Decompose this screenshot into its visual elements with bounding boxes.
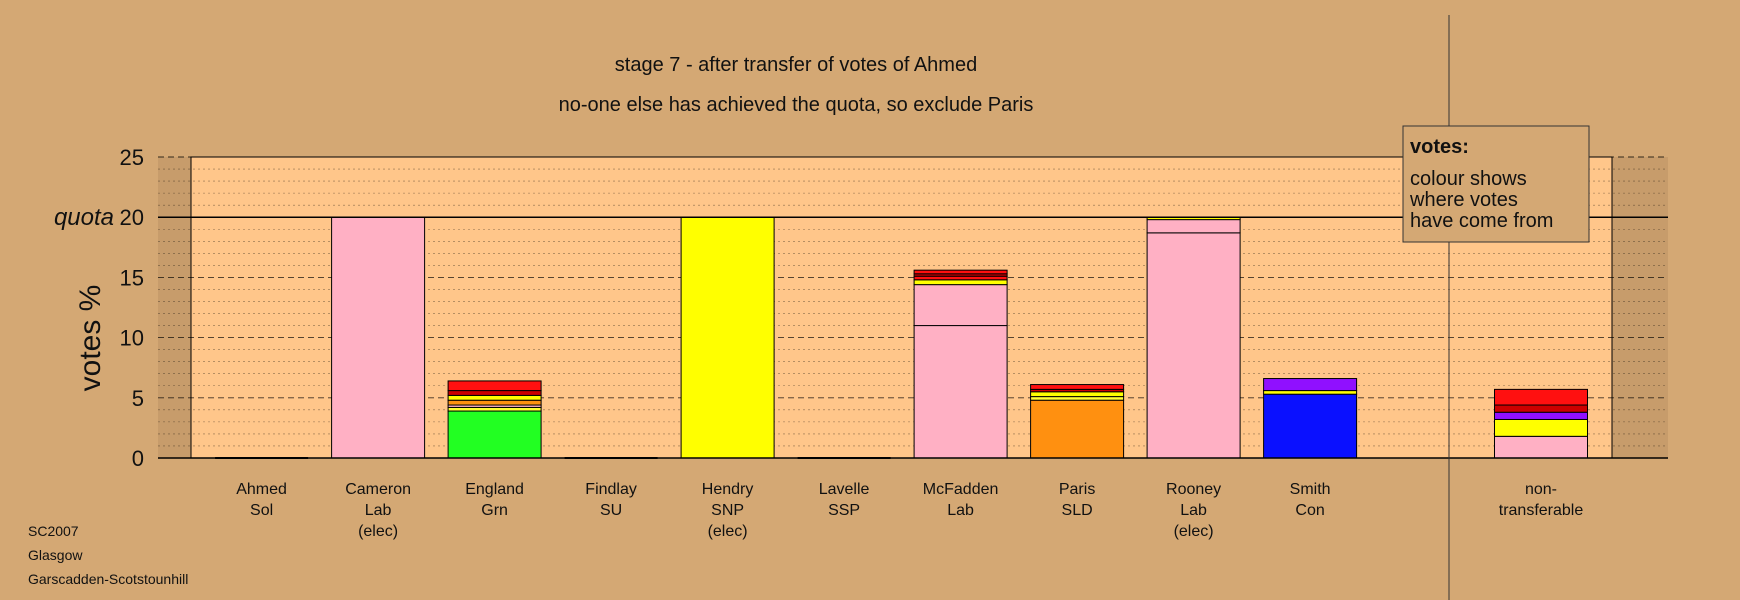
plot-margin-left (158, 157, 191, 458)
bar-segment (447, 399, 542, 406)
legend-box: votes: colour shows where votes have com… (1402, 125, 1590, 243)
candidate-party: SNP (711, 502, 744, 519)
candidate-party: Grn (481, 502, 508, 519)
candidate-name: Rooney (1166, 481, 1221, 498)
bar-segment (1494, 388, 1588, 406)
candidate-name: McFadden (923, 481, 999, 498)
bar-segment (1030, 399, 1125, 459)
y-tick-label: 0 (132, 446, 144, 471)
legend-title: votes: (1410, 136, 1469, 158)
y-tick-label: 10 (120, 326, 144, 351)
x-axis-labels: Ahmed Sol Cameron Lab (elec) England Grn Findla… (236, 481, 1583, 540)
candidate-party: Lab (947, 502, 974, 519)
footer-line: SC2007 (28, 523, 79, 539)
candidate-party: Lab (365, 502, 392, 519)
nontransferable-label: non- (1525, 481, 1557, 498)
candidate-note: (elec) (708, 523, 748, 540)
footer-line: Glasgow (28, 547, 83, 563)
legend-line: where votes (1409, 189, 1518, 211)
bar-segment (1263, 378, 1358, 392)
candidate-name: England (465, 481, 524, 498)
bar-segment (1030, 396, 1125, 401)
candidate-note: (elec) (1174, 523, 1214, 540)
bar-segment (331, 216, 426, 459)
y-tick-label: 20 (120, 205, 144, 230)
bar-segment (1494, 411, 1588, 420)
candidate-name: Findlay (585, 481, 637, 498)
candidate-name: Ahmed (236, 481, 287, 498)
bar-segment (913, 325, 1008, 459)
bar-segment (447, 410, 542, 459)
legend-line: have come from (1410, 210, 1553, 232)
candidate-note: (elec) (358, 523, 398, 540)
bar-segment (447, 390, 542, 396)
bar-segment (447, 394, 542, 401)
bar-segment (1146, 232, 1241, 459)
candidate-party: SLD (1062, 502, 1093, 519)
quota-label: quota (54, 204, 114, 231)
candidate-party: Sol (250, 502, 273, 519)
bar-segment (680, 216, 775, 459)
bar-segment (1263, 390, 1358, 395)
bar-segment (913, 279, 1008, 286)
bar-segment (913, 275, 1008, 281)
bar-segment (913, 284, 1008, 327)
bar-segment (1494, 404, 1588, 413)
chart-subtitle: no-one else has achieved the quota, so e… (559, 94, 1034, 116)
candidate-name: Lavelle (819, 481, 870, 498)
candidate-name: Smith (1290, 481, 1331, 498)
plot-band (191, 157, 1612, 458)
legend-line: colour shows (1410, 168, 1527, 190)
bar-segment (913, 269, 1008, 275)
y-axis-label: votes % (74, 285, 107, 392)
candidate-party: Con (1295, 502, 1324, 519)
chart-title: stage 7 - after transfer of votes of Ahm… (615, 54, 977, 76)
candidate-party: Lab (1180, 502, 1207, 519)
y-tick-label: 25 (120, 145, 144, 170)
y-tick-label: 15 (120, 265, 144, 290)
nontransferable-label: transferable (1499, 502, 1584, 519)
bar-segment (1146, 219, 1241, 234)
y-axis-ticks: 0 5 10 15 20 25 (120, 145, 144, 471)
candidate-name: Hendry (702, 481, 754, 498)
y-tick-label: 5 (132, 386, 144, 411)
bar-stacks (215, 216, 1588, 459)
bar-segment (447, 406, 542, 412)
bar-segment (1263, 393, 1358, 459)
footer-line: Garscadden-Scotstounhill (28, 571, 188, 587)
bar-segment (1030, 391, 1125, 398)
bar-segment (447, 380, 542, 392)
bar-segment (1030, 384, 1125, 390)
candidate-name: Paris (1059, 481, 1095, 498)
bar-segment (1494, 418, 1588, 437)
plot-margin-right (1612, 157, 1668, 458)
candidate-party: SSP (828, 502, 860, 519)
legend-frame (1402, 125, 1590, 243)
candidate-party: SU (600, 502, 622, 519)
bar-segment (1494, 435, 1588, 459)
candidate-name: Cameron (345, 481, 411, 498)
